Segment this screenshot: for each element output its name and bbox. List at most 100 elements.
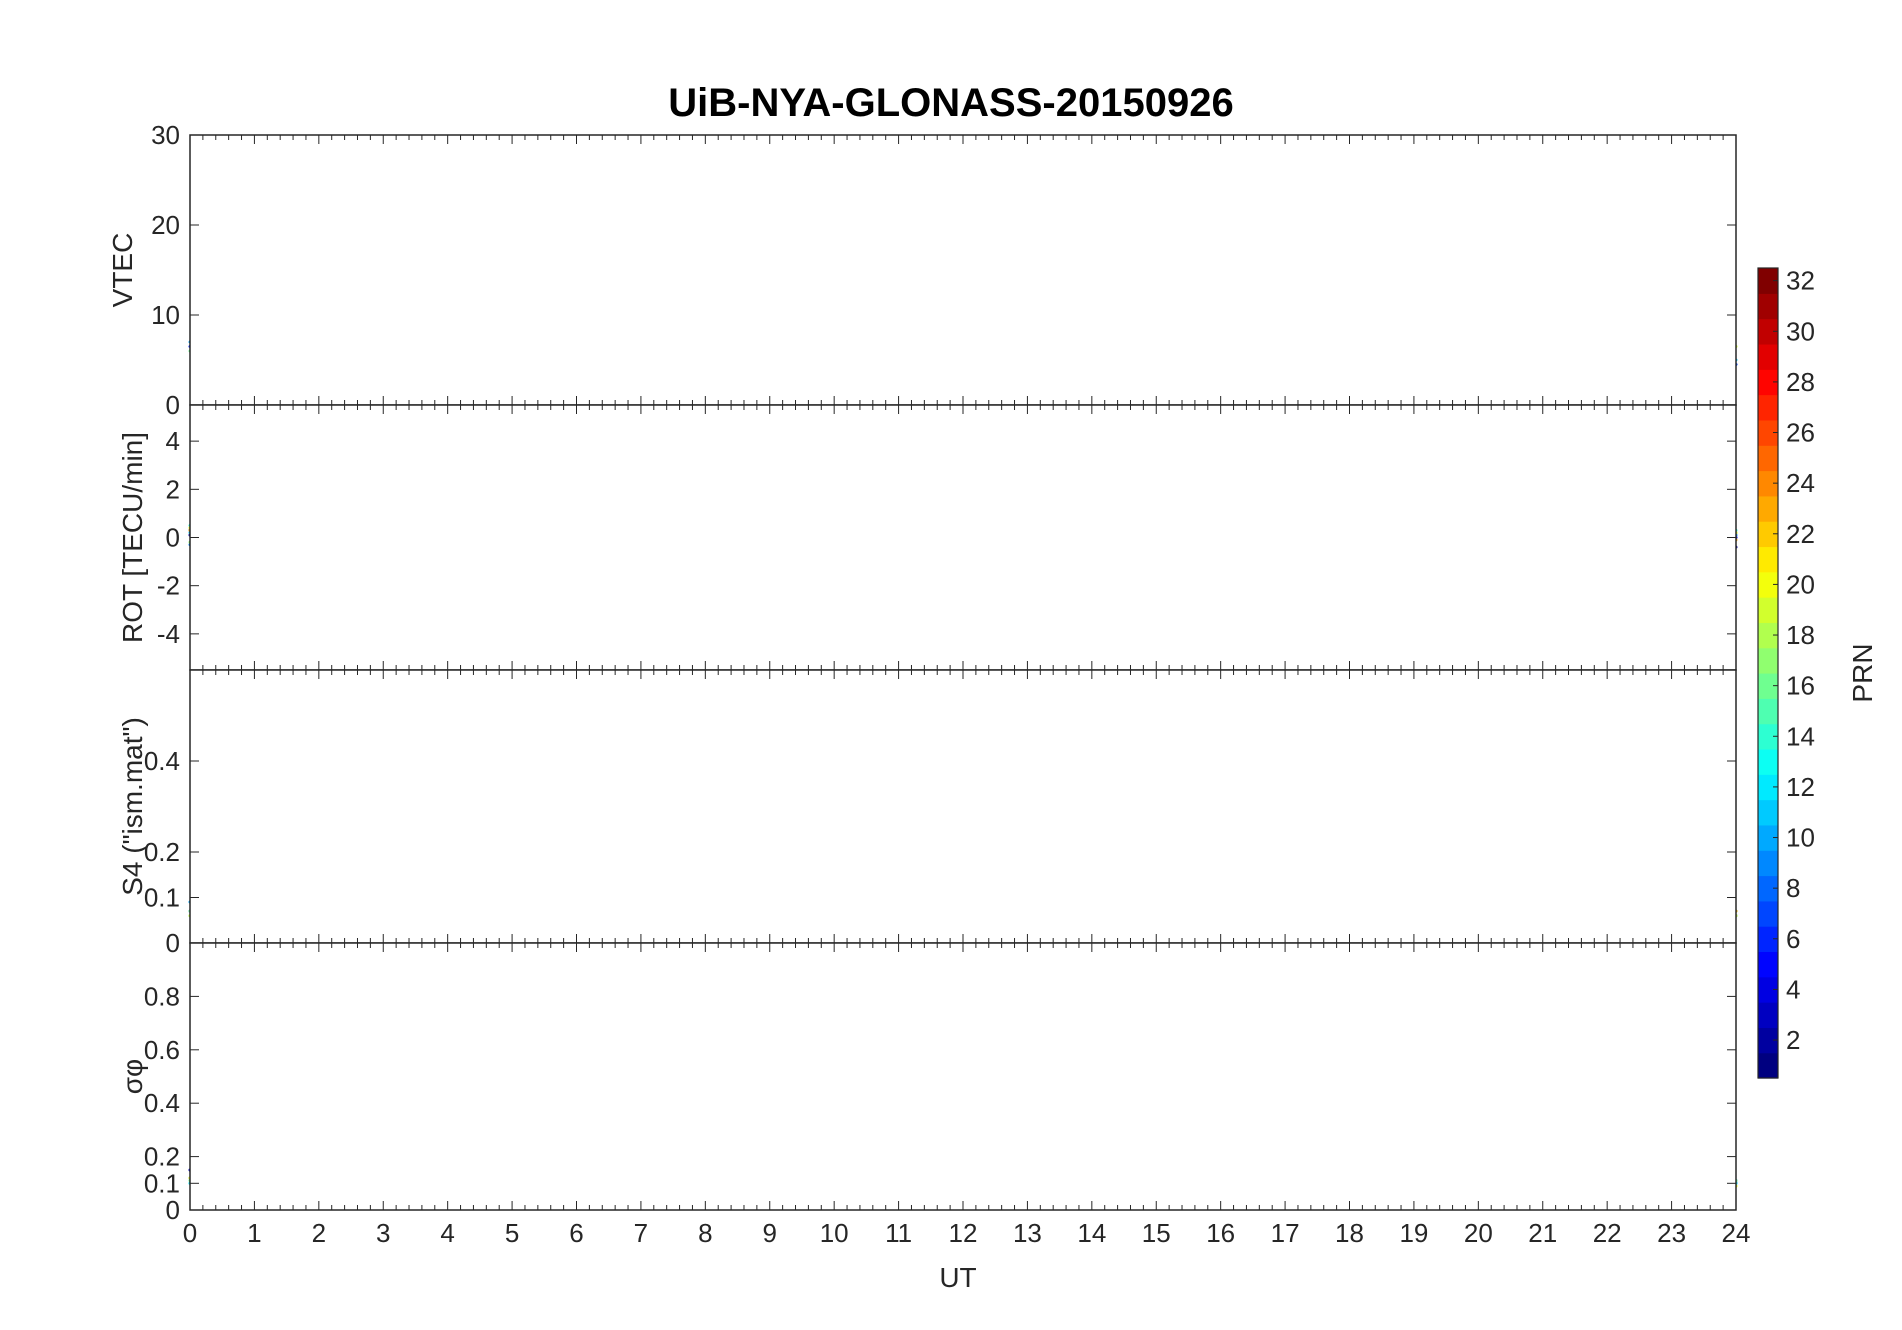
x-tick-label: 6	[569, 1218, 583, 1248]
y-axis-label: ROT [TECU/min]	[117, 432, 148, 643]
colorbar-band	[1758, 394, 1778, 421]
colorbar-band	[1758, 369, 1778, 396]
y-tick-label: 10	[151, 300, 180, 330]
colorbar-tick-label: 4	[1786, 974, 1800, 1004]
y-tick-label: 0.4	[144, 746, 180, 776]
colorbar-frame	[1757, 267, 1779, 1079]
colorbar-tick-label: 10	[1786, 823, 1815, 853]
plot-frame	[189, 669, 1737, 944]
y-tick-label: 0	[166, 1195, 180, 1225]
x-tick-label: 8	[698, 1218, 712, 1248]
colorbar-tick-label: 16	[1786, 671, 1815, 701]
x-tick-label: 24	[1722, 1218, 1751, 1248]
y-axis-label: σφ	[117, 1059, 148, 1094]
colorbar-band	[1758, 824, 1778, 851]
x-axis-label: UT	[939, 1262, 976, 1293]
x-tick-label: 23	[1657, 1218, 1686, 1248]
colorbar-tick-label: 6	[1786, 924, 1800, 954]
colorbar-band	[1758, 1052, 1778, 1079]
colorbar-tick-label: 32	[1786, 266, 1815, 296]
colorbar-band	[1758, 1027, 1778, 1054]
colorbar-band	[1758, 445, 1778, 472]
colorbar-tick-label: 12	[1786, 772, 1815, 802]
colorbar-band	[1758, 698, 1778, 725]
colorbar-tick-label: 28	[1786, 367, 1815, 397]
y-tick-label: 2	[166, 474, 180, 504]
plot-frame	[189, 404, 1737, 671]
plot-frame	[189, 134, 1737, 406]
colorbar-band	[1758, 976, 1778, 1003]
plot-frame	[189, 942, 1737, 1211]
y-tick-label: 0	[166, 390, 180, 420]
colorbar-tick-label: 24	[1786, 468, 1815, 498]
x-tick-label: 12	[949, 1218, 978, 1248]
colorbar-band	[1758, 951, 1778, 978]
colorbar-tick-label: 2	[1786, 1025, 1800, 1055]
x-tick-label: 2	[312, 1218, 326, 1248]
x-tick-label: 20	[1464, 1218, 1493, 1248]
y-tick-label: 30	[151, 120, 180, 150]
colorbar-label: PRN	[1847, 643, 1878, 702]
x-tick-label: 21	[1528, 1218, 1557, 1248]
y-tick-label: -2	[157, 571, 180, 601]
y-tick-label: 0	[166, 928, 180, 958]
x-tick-label: 14	[1077, 1218, 1106, 1248]
chart-title: UiB-NYA-GLONASS-20150926	[668, 81, 1233, 125]
colorbar-tick-label: 20	[1786, 569, 1815, 599]
x-tick-label: 4	[440, 1218, 454, 1248]
colorbar-band	[1758, 926, 1778, 953]
x-tick-label: 18	[1335, 1218, 1364, 1248]
colorbar-band	[1758, 495, 1778, 522]
x-tick-label: 10	[820, 1218, 849, 1248]
colorbar-band	[1758, 850, 1778, 877]
colorbar-band	[1758, 622, 1778, 649]
colorbar-band	[1758, 774, 1778, 801]
colorbar-band	[1758, 673, 1778, 699]
y-tick-label: 0.6	[144, 1035, 180, 1065]
colorbar-band	[1758, 1002, 1778, 1028]
x-tick-label: 7	[634, 1218, 648, 1248]
colorbar-band	[1758, 597, 1778, 623]
x-tick-label: 0	[183, 1218, 197, 1248]
x-tick-label: 17	[1271, 1218, 1300, 1248]
colorbar-tick-label: 30	[1786, 316, 1815, 346]
y-tick-label: 20	[151, 210, 180, 240]
colorbar-band	[1758, 546, 1778, 573]
x-tick-label: 5	[505, 1218, 519, 1248]
x-tick-label: 19	[1399, 1218, 1428, 1248]
colorbar-band	[1758, 647, 1778, 674]
x-tick-label: 13	[1013, 1218, 1042, 1248]
y-tick-label: 0.1	[144, 1168, 180, 1198]
colorbar-band	[1758, 900, 1778, 927]
colorbar-tick-label: 14	[1786, 721, 1815, 751]
y-tick-label: 0.2	[144, 1142, 180, 1172]
colorbar-band	[1758, 343, 1778, 370]
colorbar-band	[1758, 318, 1778, 345]
y-tick-label: 4	[166, 426, 180, 456]
y-tick-label: 0	[166, 523, 180, 553]
y-tick-label: 0.8	[144, 981, 180, 1011]
colorbar-tick-label: 18	[1786, 620, 1815, 650]
x-tick-label: 22	[1593, 1218, 1622, 1248]
y-tick-label: 0.1	[144, 883, 180, 913]
x-tick-label: 9	[763, 1218, 777, 1248]
y-axis-label: S4 ("ism.mat")	[117, 717, 148, 896]
colorbar-band	[1758, 875, 1778, 902]
colorbar-band	[1758, 799, 1778, 826]
panel-rot: -4 -2 0 2 4 ROT [TECU/min]	[117, 404, 1738, 671]
x-tick-label: 15	[1142, 1218, 1171, 1248]
colorbar-band	[1758, 748, 1778, 775]
colorbar-band	[1758, 571, 1778, 598]
colorbar-tick-label: 22	[1786, 519, 1815, 549]
colorbar-tick-label: 26	[1786, 418, 1815, 448]
panel-sigma-phi: 00.10.2 0.4 0.6 0.8 σφ	[117, 942, 1738, 1225]
x-tick-label: 3	[376, 1218, 390, 1248]
y-tick-label: -4	[157, 619, 180, 649]
y-axis-label: VTEC	[107, 233, 138, 308]
panel-vtec: 0 10 20 30 VTEC	[107, 120, 1738, 420]
x-tick-label: 11	[885, 1218, 912, 1248]
panel-s4: 0 0.1 0.2 0.4S4 ("ism.mat")	[117, 669, 1738, 958]
x-tick-label: 16	[1206, 1218, 1235, 1248]
